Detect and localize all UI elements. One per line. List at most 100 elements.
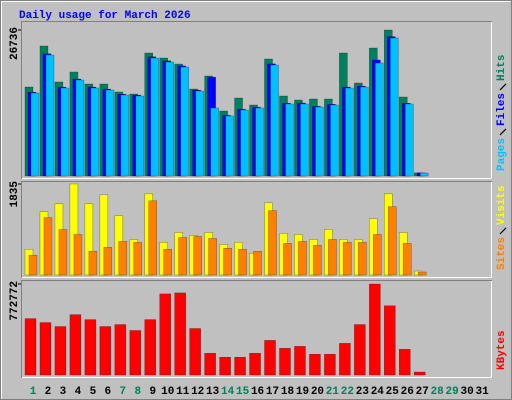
bar — [144, 319, 157, 376]
bar — [343, 242, 352, 276]
bar — [283, 243, 292, 276]
bar — [413, 371, 426, 376]
bar — [388, 206, 397, 276]
bar — [208, 238, 217, 276]
bar — [39, 322, 52, 376]
bar — [345, 87, 354, 177]
bar — [178, 237, 187, 276]
bar — [419, 172, 429, 177]
bar — [148, 200, 158, 276]
bar — [174, 292, 186, 376]
bar — [369, 283, 381, 376]
x-tick-label: 8 — [134, 386, 141, 398]
x-tick-label: 4 — [75, 386, 82, 398]
bar — [255, 107, 264, 177]
bar — [159, 293, 171, 376]
x-tick-label: 20 — [311, 386, 324, 398]
chart-title: Daily usage for March 2026 — [19, 10, 191, 22]
bar — [210, 107, 219, 177]
x-tick-label: 29 — [446, 386, 459, 398]
bar — [223, 248, 232, 276]
bar — [373, 234, 382, 276]
legend-entry: Files — [496, 93, 508, 126]
bar — [24, 318, 37, 376]
x-tick-label: 18 — [281, 386, 295, 398]
bar — [28, 254, 38, 276]
x-tick-label: 13 — [206, 386, 220, 398]
bar — [180, 66, 189, 177]
bar — [294, 346, 306, 376]
x-tick-label: 12 — [191, 386, 204, 398]
bar — [75, 79, 85, 177]
bar — [105, 89, 115, 177]
bar — [417, 271, 427, 276]
x-tick-label: 6 — [105, 386, 112, 398]
x-tick-label: 17 — [266, 386, 279, 398]
bar — [330, 104, 339, 177]
bar — [360, 86, 369, 177]
bar — [133, 242, 143, 276]
x-tick-label: 2 — [45, 386, 52, 398]
bar — [88, 250, 98, 276]
bar — [268, 210, 277, 276]
x-tick-label: 31 — [475, 386, 489, 398]
bar — [315, 106, 324, 177]
y-tick-label: 772772 — [9, 281, 21, 321]
bar — [399, 349, 411, 376]
x-tick-label: 26 — [401, 386, 414, 398]
x-tick-label: 9 — [149, 386, 156, 398]
bar — [45, 54, 55, 177]
x-tick-label: 28 — [431, 386, 445, 398]
bar — [313, 245, 322, 276]
x-tick-label: 16 — [251, 386, 264, 398]
bar — [163, 249, 172, 276]
bar — [73, 234, 83, 276]
y-tick-label: 1835 — [9, 181, 21, 208]
legend-entry: KBytes — [496, 330, 508, 370]
x-tick-label: 25 — [386, 386, 400, 398]
x-tick-label: 3 — [60, 386, 67, 398]
bar — [238, 249, 247, 276]
bar — [279, 348, 291, 376]
legend-separator — [499, 227, 507, 235]
x-tick-label: 24 — [371, 386, 385, 398]
bar — [60, 87, 70, 177]
bar — [339, 343, 351, 376]
bar — [114, 324, 127, 376]
x-tick-label: 5 — [90, 386, 97, 398]
bar — [328, 239, 337, 276]
x-tick-label: 19 — [296, 386, 309, 398]
bar — [358, 242, 367, 276]
x-tick-label: 7 — [120, 386, 127, 398]
x-tick-label: 30 — [461, 386, 474, 398]
x-tick-label: 11 — [176, 386, 190, 398]
bar — [135, 95, 145, 177]
bar — [405, 103, 414, 177]
bar — [193, 236, 202, 276]
bar — [120, 94, 130, 177]
bar — [270, 64, 279, 177]
bar — [403, 243, 412, 276]
legend-entry: Visits — [496, 185, 508, 225]
bar — [99, 326, 112, 376]
x-tick-label: 15 — [236, 386, 250, 398]
bar — [298, 241, 307, 276]
bar — [219, 356, 231, 376]
x-tick-label: 1 — [30, 386, 37, 398]
bar — [58, 229, 68, 276]
bar — [225, 115, 234, 177]
bar — [384, 305, 396, 376]
bar — [69, 314, 82, 376]
bar — [129, 330, 142, 376]
x-tick-label: 21 — [326, 386, 340, 398]
bar — [264, 340, 276, 376]
bar — [84, 319, 97, 376]
legend-entry: Sites — [496, 237, 508, 270]
bar — [285, 103, 294, 177]
x-tick-label: 10 — [161, 386, 174, 398]
bar — [30, 92, 40, 177]
bar — [165, 61, 174, 177]
bar — [354, 324, 366, 376]
bar — [204, 352, 216, 376]
